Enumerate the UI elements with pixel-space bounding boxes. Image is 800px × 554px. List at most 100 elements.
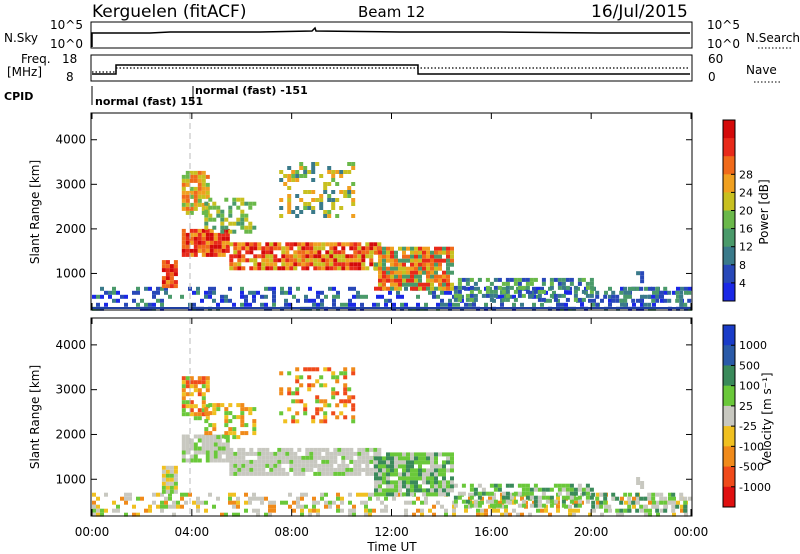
power-echo-cell xyxy=(156,298,160,303)
date-title: 16/Jul/2015 xyxy=(591,2,688,22)
power-echo-cell xyxy=(611,290,616,295)
velocity-echo-cell xyxy=(671,504,676,509)
power-echo-cell xyxy=(307,190,312,194)
velocity-echo-cell xyxy=(169,481,174,486)
power-echo-cell xyxy=(418,270,422,275)
power-echo-cell xyxy=(351,198,356,202)
velocity-echo-cell xyxy=(374,452,378,457)
power-echo-cell xyxy=(253,242,258,247)
power-echo-cell xyxy=(517,293,522,298)
power-echo-cell xyxy=(209,240,214,245)
velocity-echo-cell xyxy=(430,488,434,493)
power-echo-cell xyxy=(418,250,422,255)
power-echo-cell xyxy=(361,254,366,259)
velocity-echo-cell xyxy=(446,484,450,489)
power-echo-cell xyxy=(265,258,270,263)
velocity-echo-cell xyxy=(656,512,660,517)
velocity-echo-cell xyxy=(504,508,508,513)
velocity-echo-cell xyxy=(545,499,550,504)
power-echo-cell xyxy=(181,190,186,195)
power-data xyxy=(92,162,692,311)
power-echo-cell xyxy=(337,250,342,255)
power-echo-cell xyxy=(343,190,348,194)
power-echo-cell xyxy=(615,298,620,303)
velocity-echo-cell xyxy=(321,447,326,452)
power-echo-cell xyxy=(189,252,194,257)
velocity-echo-cell xyxy=(525,495,530,500)
velocity-echo-cell xyxy=(301,467,306,472)
velocity-echo-cell xyxy=(473,491,478,496)
power-echo-cell xyxy=(332,298,336,303)
velocity-echo-cell xyxy=(422,480,426,485)
power-echo-cell xyxy=(193,228,198,233)
power-echo-cell xyxy=(453,285,458,290)
power-echo-cell xyxy=(325,266,330,271)
velocity-echo-cell xyxy=(591,492,596,497)
velocity-echo-cell xyxy=(197,438,202,443)
power-echo-cell xyxy=(181,202,186,207)
power-echo-cell xyxy=(410,270,414,275)
power-echo-cell xyxy=(329,258,334,263)
velocity-echo-cell xyxy=(241,451,246,456)
power-echo-cell xyxy=(438,278,442,283)
power-echo-cell xyxy=(410,286,414,291)
velocity-echo-cell xyxy=(450,464,454,469)
velocity-echo-cell xyxy=(412,512,416,517)
velocity-echo-cell xyxy=(581,487,586,492)
power-echo-cell xyxy=(374,250,378,255)
power-echo-cell xyxy=(321,246,326,251)
velocity-echo-cell xyxy=(224,423,229,428)
velocity-echo-cell xyxy=(233,451,238,456)
velocity-echo-cell xyxy=(476,508,480,513)
velocity-echo-cell xyxy=(420,508,424,513)
power-echo-cell xyxy=(104,290,108,295)
power-echo-cell xyxy=(169,272,174,277)
velocity-echo-cell xyxy=(572,512,576,517)
velocity-echo-cell xyxy=(324,500,328,505)
velocity-colorbar-swatch xyxy=(723,325,735,346)
velocity-echo-cell xyxy=(357,471,362,476)
power-echo-cell xyxy=(317,262,322,267)
nsky-trace xyxy=(91,26,690,47)
velocity-echo-cell xyxy=(296,496,300,501)
velocity-echo-cell xyxy=(229,471,234,476)
velocity-echo-cell xyxy=(325,463,330,468)
power-echo-cell xyxy=(209,244,214,249)
velocity-echo-cell xyxy=(281,471,286,476)
power-echo-cell xyxy=(204,201,209,206)
velocity-echo-cell xyxy=(213,450,218,455)
velocity-echo-cell xyxy=(453,483,458,488)
power-echo-cell xyxy=(303,190,308,194)
power-echo-cell xyxy=(655,298,660,303)
power-echo-cell xyxy=(249,246,254,251)
power-echo-cell xyxy=(357,266,362,271)
velocity-echo-cell xyxy=(273,463,278,468)
power-echo-cell xyxy=(303,174,308,178)
power-echo-cell xyxy=(295,178,300,182)
velocity-echo-cell xyxy=(410,460,414,465)
power-echo-cell xyxy=(636,298,640,303)
power-echo-cell xyxy=(414,282,418,287)
velocity-echo-cell xyxy=(416,496,420,501)
velocity-echo-cell xyxy=(161,473,166,478)
velocity-echo-cell xyxy=(591,500,596,505)
power-echo-cell xyxy=(269,250,274,255)
velocity-echo-cell xyxy=(297,471,302,476)
power-echo-cell xyxy=(426,246,430,251)
velocity-echo-cell xyxy=(236,504,240,509)
velocity-echo-cell xyxy=(325,455,330,460)
power-echo-cell xyxy=(280,286,284,291)
power-ytick-label: 1000 xyxy=(55,266,86,280)
power-echo-cell xyxy=(305,254,310,259)
velocity-echo-cell xyxy=(112,500,116,505)
velocity-echo-cell xyxy=(659,492,664,497)
power-echo-cell xyxy=(402,278,406,283)
power-echo-cell xyxy=(160,298,164,303)
velocity-echo-cell xyxy=(398,472,402,477)
velocity-echo-cell xyxy=(233,471,238,476)
power-echo-cell xyxy=(390,270,394,275)
power-echo-cell xyxy=(323,182,328,186)
station-title: Kerguelen (fitACF) xyxy=(92,2,246,22)
velocity-echo-cell xyxy=(351,419,356,424)
